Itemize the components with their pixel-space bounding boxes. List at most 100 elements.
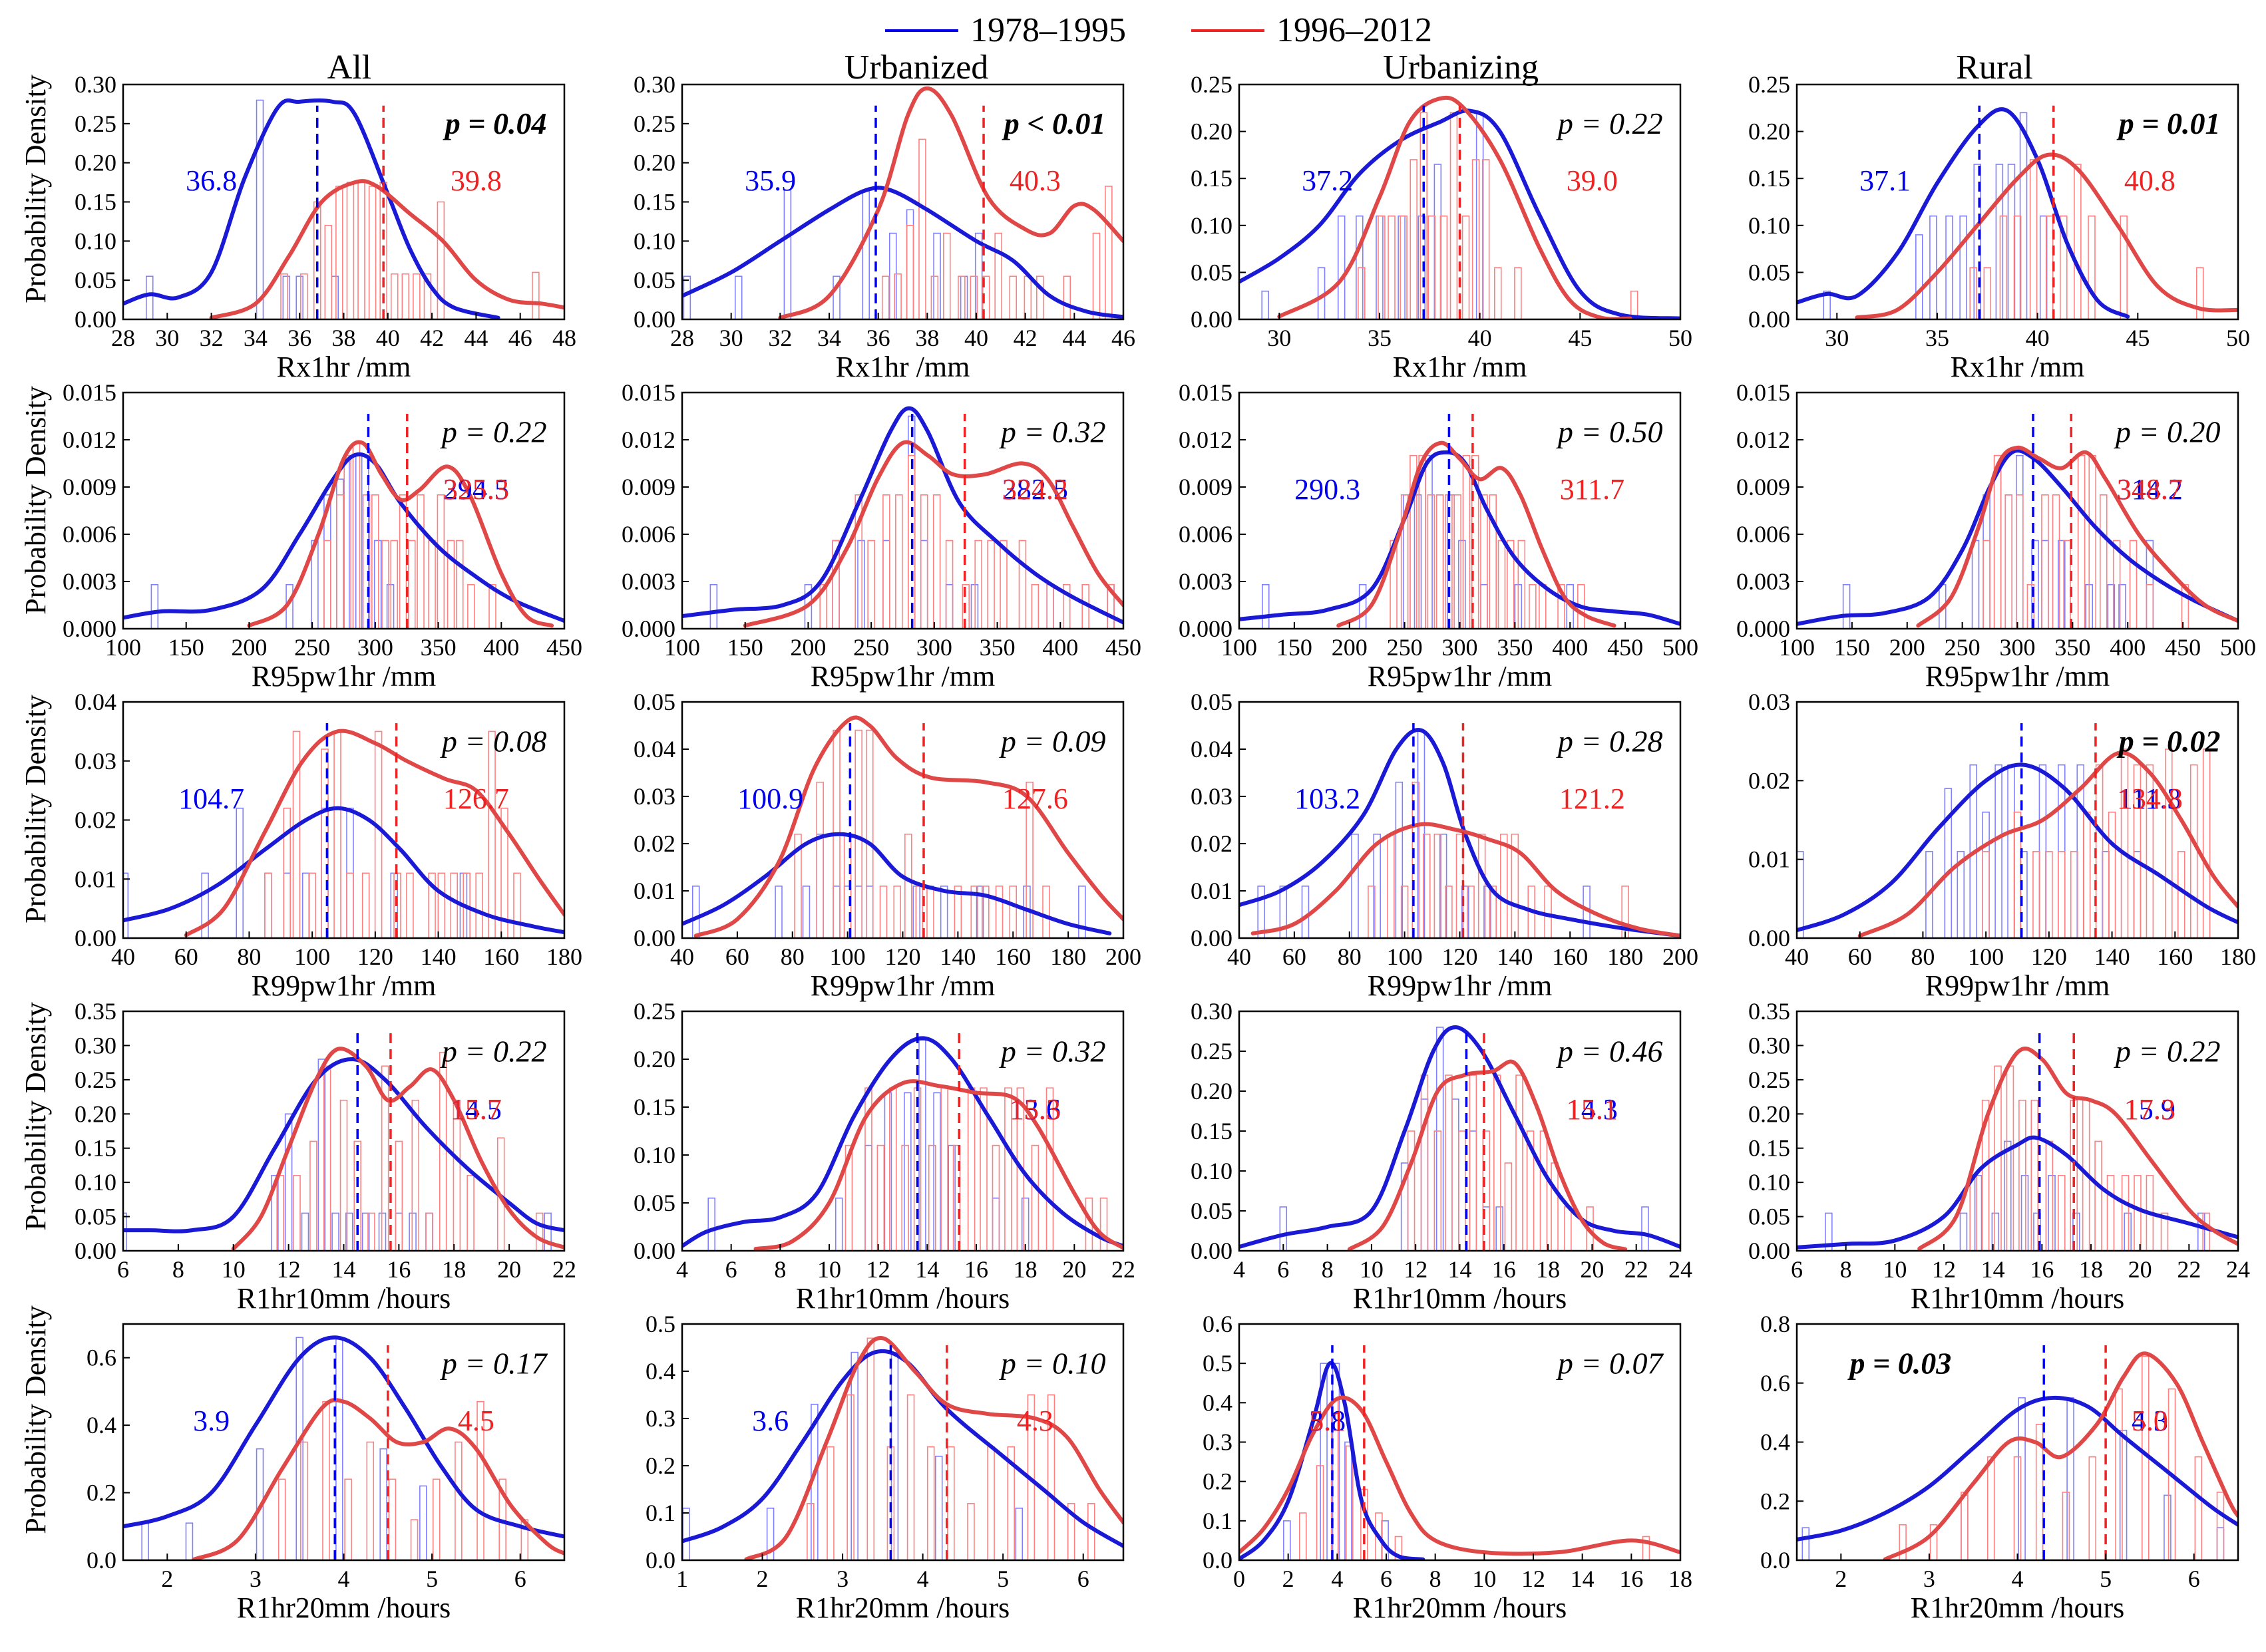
- plot-frame: [681, 1323, 1125, 1562]
- histogram-bar-early: [123, 872, 129, 938]
- x-tick-label: 18: [1014, 1256, 1038, 1283]
- plot-frame: [1238, 83, 1682, 321]
- histogram-bar-late: [1467, 886, 1475, 938]
- histogram-bar-late: [2134, 1175, 2142, 1251]
- histogram-bar-late: [832, 540, 840, 629]
- histogram-bar-early: [940, 886, 948, 938]
- p-value-label: p = 0.32: [999, 1035, 1106, 1069]
- histogram-bar-late: [1418, 454, 1426, 629]
- histogram-bar-late: [388, 1478, 397, 1560]
- x-tick-label: 14: [1981, 1256, 2005, 1283]
- y-tick-label: 0.2: [87, 1480, 116, 1506]
- y-tick-label: 0.25: [75, 110, 116, 137]
- x-tick-label: 5: [2100, 1566, 2112, 1592]
- histogram-bar-late: [954, 886, 962, 938]
- histogram-bar-early: [1991, 1212, 2000, 1251]
- histogram-bar-early: [336, 478, 344, 629]
- x-tick-label: 300: [916, 634, 952, 661]
- histogram-bar-early: [256, 99, 264, 319]
- histogram-bar-early: [1358, 583, 1367, 629]
- histogram-bar-late: [1481, 159, 1490, 319]
- histogram-bar-late: [967, 1503, 975, 1560]
- histogram-bar-late: [1358, 267, 1366, 319]
- column-title-all: All: [327, 49, 371, 86]
- x-tick-label: 8: [1322, 1256, 1334, 1283]
- column-title-urbanized: Urbanized: [845, 49, 989, 86]
- histogram-bar-late: [368, 186, 377, 319]
- histogram-bar-late: [1410, 454, 1417, 629]
- histogram-bar-late: [371, 494, 379, 629]
- histogram-bar-late: [1514, 267, 1522, 319]
- y-tick-label: 0.01: [1748, 846, 1790, 873]
- histogram-bar-early: [783, 190, 792, 319]
- histogram-bar-early: [912, 886, 920, 938]
- histogram-bar-late: [882, 494, 890, 629]
- histogram-bar-late: [970, 886, 979, 938]
- histogram-bar-late: [324, 224, 333, 319]
- histogram-bar-late: [1419, 112, 1428, 319]
- mean-label-early: 103.2: [1294, 782, 1360, 815]
- x-tick-label: 42: [420, 325, 444, 351]
- y-tick-label: 0.30: [75, 71, 116, 98]
- histogram-bar-late: [1427, 215, 1436, 319]
- panel-1-0: 100 150 200 250 300 350 400 450 0.000 0.003 0.006 0…: [63, 379, 582, 693]
- histogram-bar-early: [1957, 851, 1965, 938]
- histogram-bar-late: [2045, 1140, 2054, 1251]
- x-tick-label: 36: [287, 325, 311, 351]
- histogram-bar-late: [361, 872, 370, 938]
- histogram-bar-early: [1961, 1494, 1969, 1560]
- histogram-bar-late: [967, 1087, 976, 1251]
- histogram-bar-early: [682, 1508, 690, 1560]
- histogram-bar-late: [2013, 215, 2022, 319]
- p-value-label: p = 0.09: [999, 725, 1106, 758]
- x-tick-label: 10: [222, 1256, 246, 1283]
- plot-area: [1239, 723, 1680, 938]
- y-tick-label: 0.00: [75, 925, 116, 951]
- x-tick-label: 300: [2000, 634, 2036, 661]
- x-tick-label: 32: [768, 325, 792, 351]
- y-tick-label: 0.000: [1736, 615, 1790, 642]
- x-tick-label: 40: [1227, 943, 1251, 970]
- histogram-bar-early: [301, 872, 310, 938]
- kde-curve-late: [693, 715, 1123, 938]
- histogram-bar-late: [390, 540, 399, 629]
- panels: 28 30 32 34 36 38 40 42 44 46 480.000.050.100.150.…: [63, 71, 2256, 1624]
- histogram-bar-early: [335, 1337, 343, 1560]
- x-tick-label: 10: [817, 1256, 841, 1283]
- x-axis-label: R1hr20mm /hours: [1911, 1591, 2124, 1624]
- histogram-bar-late: [322, 1401, 330, 1560]
- x-tick-label: 40: [1468, 325, 1492, 351]
- histogram-bar-late: [2165, 748, 2173, 938]
- histogram-bar-late: [1500, 834, 1508, 938]
- y-tick-label: 0.000: [622, 615, 675, 642]
- y-tick-label: 0.05: [1191, 259, 1232, 285]
- x-tick-label: 4: [917, 1566, 929, 1592]
- x-tick-label: 10: [1883, 1256, 1907, 1283]
- histogram-bar-early: [2016, 454, 2024, 629]
- histogram-bar-late: [346, 872, 354, 938]
- x-tick-label: 50: [1668, 325, 1692, 351]
- histogram-bar-late: [1969, 1175, 1977, 1251]
- x-tick-label: 28: [670, 325, 694, 351]
- x-tick-label: 40: [2026, 325, 2050, 351]
- panel-3-2: 4 6 8 10 12 14 16 18 20 22 24 0.00 0.05 0.10 0.15 0.20 0…: [1191, 998, 1692, 1315]
- column-title-urbanizing: Urbanizing: [1383, 49, 1539, 86]
- plot-area: [123, 1335, 564, 1560]
- x-tick-label: 3: [837, 1566, 849, 1592]
- histogram-bar-late: [1453, 494, 1461, 629]
- y-tick-label: 0.30: [75, 1032, 116, 1059]
- histogram-bar-late: [2202, 748, 2211, 938]
- y-tick-label: 0.05: [75, 267, 116, 293]
- plot-frame: [681, 391, 1125, 630]
- panel-3-1: 4 6 8 10 12 14 16 18 20 22 0.00 0.05 0.10 0.15 0.20 0.2…: [634, 998, 1135, 1315]
- histogram-bar-late: [866, 1337, 875, 1560]
- x-tick-label: 16: [2030, 1256, 2054, 1283]
- histogram-bar-late: [425, 1212, 433, 1251]
- y-tick-label: 0.009: [63, 474, 116, 500]
- histogram-bar-early: [284, 1113, 293, 1251]
- x-tick-label: 22: [2177, 1256, 2201, 1283]
- histogram-bar-late: [994, 232, 1002, 319]
- histogram-bar-early: [1480, 583, 1488, 629]
- p-value-label: p = 0.22: [1556, 106, 1663, 140]
- histogram-bar-early: [331, 275, 339, 319]
